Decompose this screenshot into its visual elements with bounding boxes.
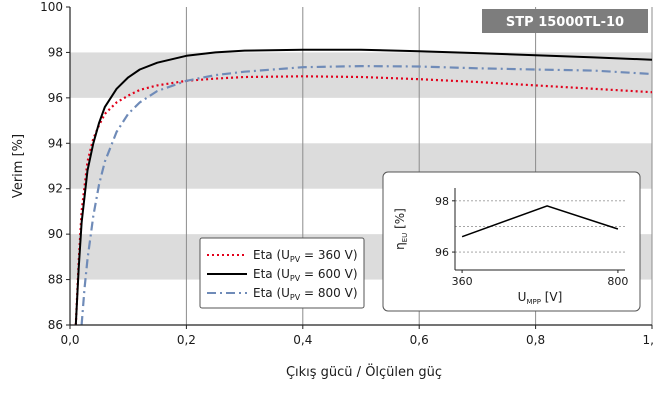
x-tick-label-1: 0,2 (177, 333, 196, 347)
inset-y-tick-1: 96 (435, 246, 449, 259)
inset-x-tick-1: 800 (607, 275, 628, 288)
legend-label-0: Eta (UPV = 360 V) (253, 248, 358, 264)
model-badge-bg (482, 9, 648, 33)
inset-y-label: ηEU [%] (393, 208, 409, 250)
y-tick-label-7: 100 (40, 0, 63, 14)
y-tick-label-0: 86 (48, 318, 63, 332)
y-tick-label-2: 90 (48, 227, 63, 241)
inset-plot: 98 96 360 800 UMPP [V] ηEU [%] (393, 188, 628, 306)
y-axis-label: Verim [%] (11, 134, 26, 198)
x-tick-label-3: 0,6 (410, 333, 429, 347)
inset-series-line (461, 205, 619, 238)
legend: Eta (UPV = 360 V) Eta (UPV = 600 V) Eta (U… (199, 237, 365, 309)
model-badge: STP 15000TL-10 (506, 15, 624, 30)
legend-label-1: Eta (UPV = 600 V) (253, 267, 358, 283)
inset-chart: 98 96 360 800 UMPP [V] ηEU [%] (382, 171, 641, 312)
series-line-1 (74, 48, 652, 325)
y-tick-label-5: 96 (48, 91, 63, 105)
x-tick-label-5: 1,0 (642, 333, 654, 347)
y-tick-label-3: 92 (48, 182, 63, 196)
legend-label-2: Eta (UPV = 800 V) (253, 286, 358, 302)
inset-box (382, 171, 641, 312)
series-layer (74, 48, 652, 325)
legend-items: Eta (UPV = 360 V) Eta (UPV = 600 V) Eta (U… (207, 248, 358, 302)
axis-ticks: 0,0 0,2 0,4 0,6 0,8 1,0 86 88 90 92 94 96 98 100 (40, 0, 654, 347)
x-axis-label: Çıkış gücü / Ölçülen güç (286, 363, 442, 380)
legend-box (199, 237, 365, 309)
inset-y-tick-0: 98 (435, 195, 449, 208)
series-line-2 (80, 65, 652, 325)
y-tick-label-6: 98 (48, 45, 63, 59)
series-line-0 (74, 75, 652, 325)
inset-x-label: UMPP [V] (518, 290, 563, 306)
x-tick-label-4: 0,8 (526, 333, 545, 347)
y-tick-label-1: 88 (48, 273, 63, 287)
x-tick-label-0: 0,0 (60, 333, 79, 347)
y-tick-label-4: 94 (48, 136, 63, 150)
inset-x-tick-0: 360 (452, 275, 473, 288)
x-tick-label-2: 0,4 (293, 333, 312, 347)
